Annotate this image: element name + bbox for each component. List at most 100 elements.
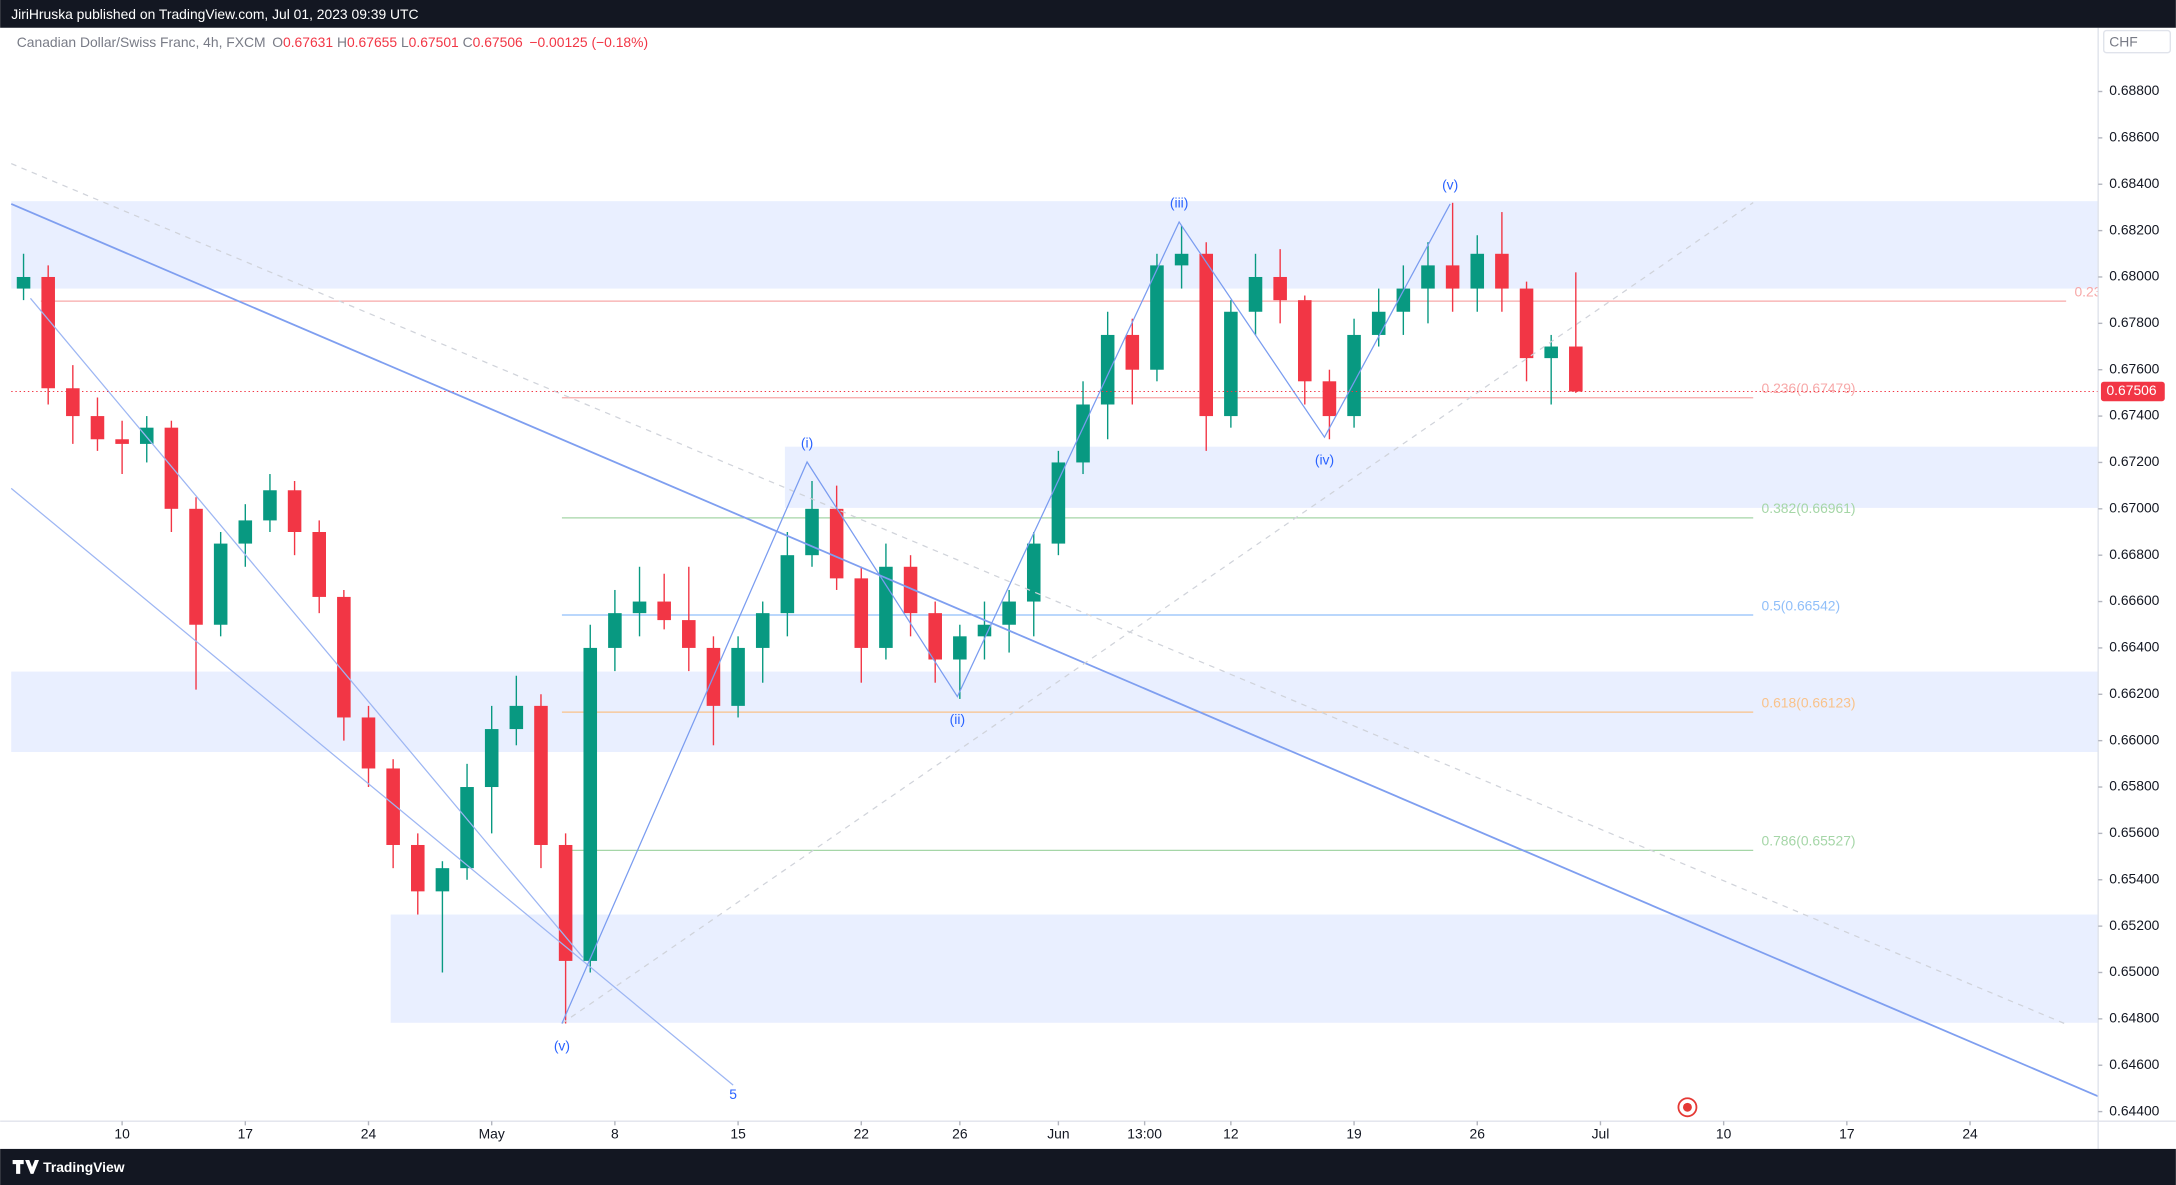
legend-value: 0.67631 [283, 34, 333, 50]
legend-key: H [337, 34, 347, 50]
candle-body [1396, 288, 1411, 312]
event-icon-dot [1682, 1102, 1692, 1112]
header-bar [0, 0, 2176, 28]
x-tick-label: Jul [1592, 1126, 1610, 1142]
x-tick-label: 19 [1346, 1126, 1362, 1142]
fib-label: 0.786(0.65527) [1762, 833, 1856, 849]
candle-body [1298, 300, 1312, 382]
candle-body [90, 416, 105, 440]
candle-body [1051, 462, 1066, 544]
y-tick-label: 0.66200 [2109, 685, 2159, 701]
candle-body [213, 543, 228, 625]
candle-body [1100, 334, 1115, 405]
wave-label: (ii) [950, 711, 965, 727]
candle-body [854, 578, 869, 648]
y-tick-label: 0.67800 [2109, 314, 2159, 330]
y-tick-label: 0.68600 [2109, 129, 2159, 145]
legend-key: C [463, 34, 473, 50]
candle-body [287, 490, 302, 533]
candle-body [238, 520, 253, 544]
trend-line [29, 297, 584, 958]
x-tick-label: 12 [1223, 1126, 1239, 1142]
y-tick-label: 0.68800 [2109, 82, 2159, 98]
candle-body [16, 276, 31, 289]
fib-label: 0.23 [2074, 283, 2101, 299]
trend-line [10, 203, 2099, 1098]
candle-body [1470, 253, 1485, 289]
brand-logo [12, 1160, 39, 1174]
candle-body [1248, 276, 1263, 312]
x-tick-label: 24 [361, 1126, 377, 1142]
candle-body [1002, 601, 1016, 625]
wave-label: (v) [554, 1038, 570, 1054]
axes: 0.68800 0.68600 0.68400 0.68200 0.68000 0.678… [114, 82, 2165, 1142]
candle-body [1224, 311, 1238, 417]
y-tick-label: 0.66600 [2109, 592, 2159, 608]
candle-body [1125, 334, 1140, 370]
y-tick-label: 0.66800 [2109, 546, 2159, 562]
candle-body [953, 636, 967, 660]
x-tick-label: 8 [611, 1126, 619, 1142]
candle-body [361, 717, 376, 769]
candle-body [657, 601, 671, 621]
y-tick-label: 0.65400 [2109, 870, 2159, 886]
legend: Canadian Dollar/Swiss Franc, 4h, FXCM O0… [17, 34, 648, 50]
x-tick-label: 13:00 [1127, 1126, 1162, 1142]
x-tick-label: 15 [730, 1126, 746, 1142]
y-tick-label: 0.64600 [2109, 1056, 2159, 1072]
candle-body [189, 508, 203, 625]
wave-label: (iv) [1315, 451, 1334, 467]
candle-body [805, 508, 819, 556]
candle-body [460, 787, 474, 869]
candle-body [1273, 276, 1287, 301]
legend-symbol: Canadian Dollar/Swiss Franc, 4h, FXCM [17, 34, 266, 50]
zone [11, 201, 2099, 289]
fib-label: 0.236(0.67479) [1762, 380, 1856, 396]
trend-line [561, 202, 1754, 1025]
x-tick-label: 17 [1839, 1126, 1855, 1142]
candle-body [484, 729, 499, 788]
candle-body [1150, 265, 1164, 370]
legend-key: O [272, 34, 283, 50]
x-tick-label: 24 [1962, 1126, 1978, 1142]
legend-value: 0.67501 [409, 34, 459, 50]
candle-body [780, 555, 795, 614]
legend-change: −0.00125 [529, 34, 587, 50]
x-tick-label: May [479, 1126, 505, 1142]
x-tick-label: 22 [854, 1126, 870, 1142]
currency: CHF [2109, 34, 2137, 50]
candle-body [263, 490, 277, 521]
price-badge-label: 0.67506 [2106, 382, 2156, 398]
candle-body [41, 276, 55, 389]
candle-body [164, 427, 179, 509]
wave-count-label: 5 [729, 1086, 737, 1102]
price-badge [2100, 381, 2165, 402]
candle-body [829, 508, 844, 579]
candle-body [632, 601, 647, 614]
publish-info: JiriHruska published on TradingView.com,… [11, 6, 418, 22]
y-tick-label: 0.68400 [2109, 175, 2159, 191]
footer-bar [0, 1148, 2176, 1185]
candle-body [1569, 346, 1583, 392]
candle-body [1076, 404, 1090, 463]
trend-line [10, 487, 734, 1086]
brand[interactable]: TradingView [43, 1159, 125, 1175]
y-tick-label: 0.67200 [2109, 453, 2159, 469]
y-tick-label: 0.68200 [2109, 221, 2159, 237]
candle-body [928, 613, 942, 660]
candle-body [608, 613, 622, 648]
legend-value: 0.67506 [473, 34, 523, 50]
candle-body [1199, 253, 1214, 417]
candle-body [534, 705, 548, 845]
candle-body [435, 868, 450, 892]
y-tick-label: 0.64400 [2109, 1102, 2159, 1118]
wave-label: (v) [1442, 177, 1458, 193]
wave-path [561, 203, 1451, 1024]
candle-body [1371, 311, 1386, 335]
candle-body [977, 624, 992, 637]
candle-body [115, 439, 129, 444]
currency-box [2103, 29, 2172, 54]
candle-body [1026, 543, 1041, 602]
